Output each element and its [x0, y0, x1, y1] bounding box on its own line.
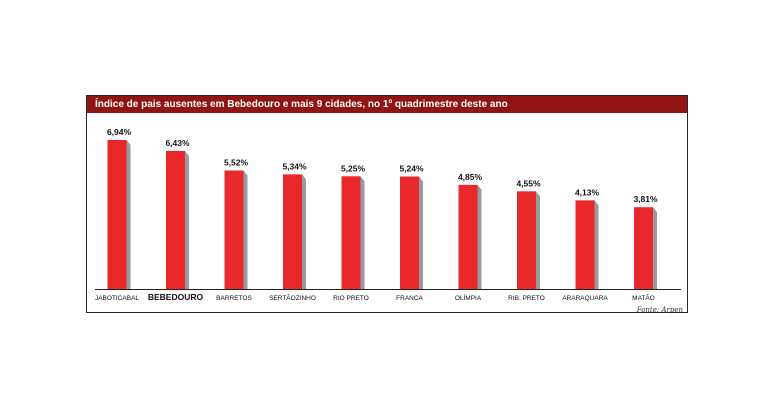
bar-shadow [185, 150, 189, 289]
bar-shadow [477, 184, 482, 289]
category-label: BEBEDOURO [148, 292, 204, 302]
chart-figure: Índice de pais ausentes em Bebedouro e m… [86, 95, 688, 314]
bar-shadow [536, 191, 540, 289]
bar-shadow [653, 207, 657, 289]
category-label: ARARAQUARA [562, 295, 608, 302]
bar-shadow [419, 176, 423, 289]
bar-rib-preto [517, 191, 536, 289]
bar-jaboticabal [107, 140, 127, 289]
bar-bebedouro [166, 150, 185, 289]
bar-sert-ozinho [283, 174, 302, 289]
data-label: 4,13% [575, 187, 600, 197]
category-label: MATÃO [632, 293, 655, 302]
category-label: BARRETOS [216, 295, 252, 302]
chart-title: Índice de pais ausentes em Bebedouro e m… [87, 96, 687, 113]
bar-araraquara [575, 200, 595, 289]
data-label: 6,94% [107, 127, 132, 137]
source-note: Fonte: Arpen [636, 306, 683, 314]
bar-shadow [126, 140, 131, 289]
bar-mat-o [634, 207, 653, 289]
bar-shadow [360, 176, 365, 289]
bar-ol-mpia [458, 184, 478, 289]
category-label: RIB. PRETO [508, 295, 545, 302]
data-label: 3,81% [633, 194, 658, 204]
category-label: OLÍMPIA [455, 293, 482, 302]
bar-shadow [594, 200, 599, 289]
data-label: 5,34% [282, 161, 307, 171]
category-label: RIO PRETO [333, 295, 369, 302]
category-label: JABOTICABAL [95, 295, 139, 302]
bar-franca [400, 176, 419, 289]
bar-shadow [302, 174, 306, 289]
bar-rio-preto [341, 176, 361, 289]
bar-chart: 6,94% JABOTICABAL 6,43% BEBEDOURO 5,52% BARRE… [95, 127, 681, 302]
category-label: FRANCA [396, 295, 423, 302]
data-label: 6,43% [165, 138, 190, 148]
bar-barretos [224, 170, 244, 289]
data-label: 5,52% [224, 157, 249, 167]
data-label: 5,25% [341, 163, 366, 173]
data-label: 5,24% [399, 163, 424, 173]
data-label: 4,85% [458, 172, 483, 182]
bar-shadow [243, 170, 248, 289]
data-label: 4,55% [516, 178, 541, 188]
category-label: SERTÃOZINHO [269, 293, 316, 302]
